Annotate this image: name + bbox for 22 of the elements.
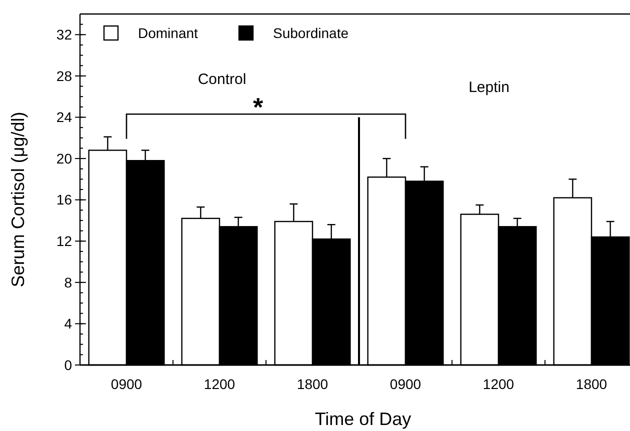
y-tick-label: 0 <box>64 356 72 373</box>
y-tick-label: 8 <box>64 274 72 290</box>
x-tick-label: 1800 <box>576 376 608 392</box>
x-tick-label: 0900 <box>390 376 422 392</box>
annotation: Leptin <box>468 79 510 96</box>
x-axis-title: Time of Day <box>314 409 412 429</box>
legend-label: Subordinate <box>273 24 349 41</box>
x-tick-label: 1200 <box>204 376 236 392</box>
y-tick-label: 20 <box>56 150 72 166</box>
y-tick-label: 32 <box>56 26 72 43</box>
x-tick-label: 1200 <box>482 376 514 392</box>
x-tick-label: 0900 <box>110 376 142 392</box>
y-tick-label: 16 <box>56 192 72 208</box>
y-tick-label: 24 <box>56 109 72 126</box>
y-axis-title: Serum Cortisol (μg/dl) <box>8 112 28 288</box>
y-tick-label: 4 <box>64 316 72 332</box>
annotation: * <box>252 92 264 122</box>
x-tick-label: 1800 <box>296 376 328 392</box>
legend-label: Dominant <box>138 24 198 41</box>
y-tick-label: 28 <box>56 68 72 84</box>
annotation: Control <box>198 71 246 88</box>
y-tick-label: 12 <box>56 233 72 250</box>
